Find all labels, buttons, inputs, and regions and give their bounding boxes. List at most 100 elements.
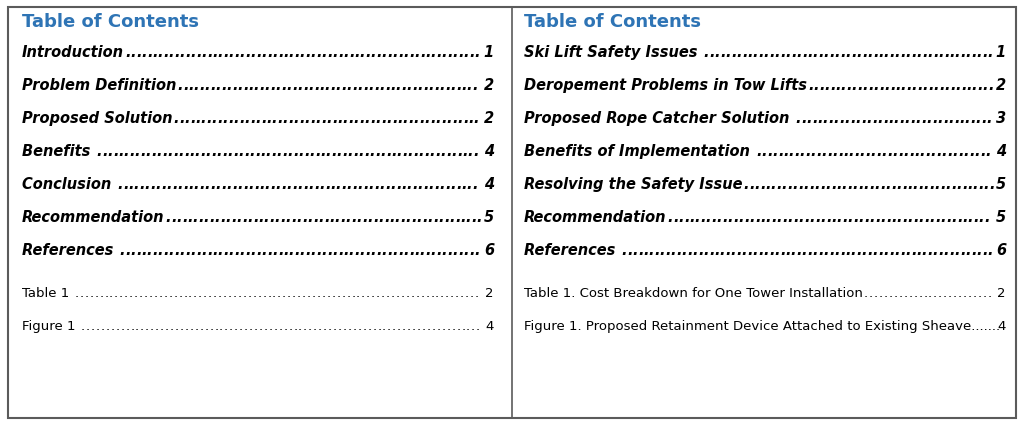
Text: .: . [123,177,128,192]
Text: .: . [333,46,338,60]
Text: .: . [226,78,232,93]
Text: .: . [891,177,896,192]
Text: .: . [403,46,409,60]
Text: .: . [987,287,991,300]
Text: .: . [284,243,289,258]
Text: .: . [943,111,948,126]
Text: .: . [194,177,200,192]
Text: .: . [269,210,274,225]
Text: .: . [414,111,419,126]
Text: .: . [977,243,982,258]
Text: .: . [474,46,480,60]
Text: .: . [918,78,923,93]
Text: .: . [278,46,284,60]
Text: .: . [462,177,467,192]
Text: .: . [203,287,207,300]
Text: .: . [848,210,853,225]
Text: .: . [187,210,193,225]
Text: .: . [264,210,269,225]
Text: .: . [419,144,424,159]
Text: .: . [196,46,202,60]
Text: .: . [249,320,253,333]
Text: .: . [977,78,983,93]
Text: .: . [837,177,842,192]
Text: .: . [238,78,243,93]
Text: 4: 4 [996,144,1006,159]
Text: .: . [856,111,861,126]
Text: .: . [173,287,177,300]
Text: .: . [348,111,353,126]
Text: .: . [401,78,407,93]
Text: .: . [287,177,292,192]
Text: .: . [86,320,90,333]
Text: .: . [116,320,120,333]
Text: .: . [431,243,436,258]
Text: .: . [400,210,406,225]
Text: .: . [240,243,245,258]
Text: .: . [979,210,984,225]
Text: .: . [188,177,194,192]
Text: .: . [371,287,375,300]
Text: .: . [868,78,873,93]
Text: .: . [676,243,682,258]
Text: .: . [227,144,233,159]
Text: .: . [976,111,981,126]
Text: .: . [823,46,829,60]
Text: .: . [275,78,282,93]
Text: .: . [401,177,407,192]
Text: .: . [744,210,750,225]
Text: .: . [736,46,741,60]
Text: .: . [398,46,403,60]
Text: .: . [898,144,903,159]
Text: .: . [433,210,438,225]
Text: .: . [425,46,431,60]
Text: .: . [369,177,374,192]
Text: .: . [380,177,385,192]
Text: .: . [154,287,158,300]
Text: .: . [282,287,286,300]
Text: .: . [252,287,256,300]
Text: .: . [748,243,753,258]
Text: .: . [208,287,212,300]
Text: .: . [322,243,327,258]
Text: .: . [938,243,944,258]
Text: .: . [753,46,758,60]
Text: .: . [356,287,360,300]
Text: .: . [223,46,228,60]
Text: .: . [289,243,294,258]
Text: .: . [715,46,720,60]
Text: .: . [884,287,888,300]
Text: .: . [356,210,362,225]
Text: .: . [233,111,239,126]
Text: .: . [234,46,240,60]
Text: .: . [922,243,928,258]
Text: .: . [938,287,942,300]
Text: .: . [450,287,454,300]
Text: .: . [408,144,414,159]
Text: .: . [341,287,345,300]
Text: .: . [452,111,458,126]
Text: .: . [964,144,969,159]
Text: .: . [758,46,764,60]
Text: .: . [807,46,813,60]
Text: 5: 5 [996,210,1006,225]
Text: .: . [248,210,253,225]
Text: .: . [387,320,391,333]
Text: .: . [209,210,215,225]
Text: Conclusion: Conclusion [22,177,117,192]
Text: .: . [844,144,849,159]
Text: .: . [422,210,428,225]
Text: 6: 6 [484,243,494,258]
Text: .: . [451,177,456,192]
Text: .: . [814,177,820,192]
Text: .: . [840,46,846,60]
Text: .: . [245,243,251,258]
Text: .: . [924,287,928,300]
Text: .: . [743,177,749,192]
Text: .: . [200,78,205,93]
Text: .: . [261,46,267,60]
Text: .: . [232,177,238,192]
Text: .: . [436,46,441,60]
Text: .: . [982,46,987,60]
Text: .: . [305,46,310,60]
